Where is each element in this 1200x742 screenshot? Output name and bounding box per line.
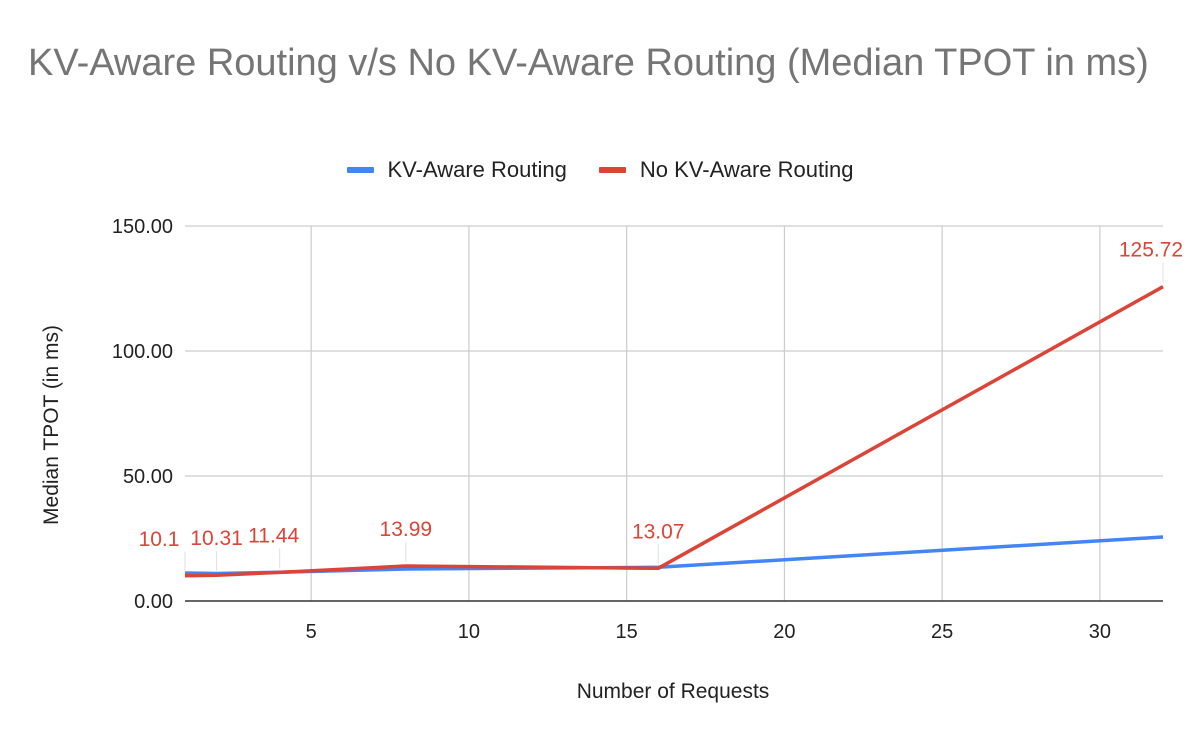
gridlines xyxy=(185,225,1163,602)
data-label: 10.1 xyxy=(139,528,180,551)
chart-title: KV-Aware Routing v/s No KV-Aware Routing… xyxy=(28,42,1149,84)
legend-label-no-kv-aware: No KV-Aware Routing xyxy=(639,157,854,182)
y-tick-label: 50.00 xyxy=(123,466,173,488)
x-tick-label: 25 xyxy=(931,621,953,643)
legend-item-no-kv-aware[interactable]: No KV-Aware Routing xyxy=(598,157,854,183)
legend-item-kv-aware[interactable]: KV-Aware Routing xyxy=(346,157,567,183)
legend-swatch-no-kv-aware xyxy=(598,167,626,173)
x-tick-label: 10 xyxy=(458,621,480,643)
legend-swatch-kv-aware xyxy=(346,167,374,173)
y-tick-labels: 0.00 50.00 100.00 150.00 xyxy=(112,216,173,613)
x-tick-label: 5 xyxy=(306,621,317,643)
series-lines xyxy=(184,285,1164,578)
y-tick-label: 100.00 xyxy=(112,341,173,363)
legend: KV-Aware Routing No KV-Aware Routing xyxy=(0,157,1200,183)
data-label: 13.99 xyxy=(380,518,433,541)
x-tick-label: 20 xyxy=(773,621,795,643)
y-tick-label: 0.00 xyxy=(134,591,173,613)
data-label: 11.44 xyxy=(248,524,299,547)
x-tick-labels: 5 10 15 20 25 30 xyxy=(306,621,1111,643)
data-label: 10.31 xyxy=(190,527,243,550)
y-tick-label: 150.00 xyxy=(112,216,173,238)
data-label: 125.72 xyxy=(1119,239,1183,262)
series-line-no-kv-aware xyxy=(184,285,1164,578)
data-labels: 10.1 10.31 11.44 13.99 13.07 125.72 xyxy=(139,239,1183,572)
y-axis-title: Median TPOT (in ms) xyxy=(40,325,63,525)
x-axis-title: Number of Requests xyxy=(577,680,770,703)
x-tick-label: 15 xyxy=(616,621,638,643)
x-tick-label: 30 xyxy=(1089,621,1111,643)
data-label: 13.07 xyxy=(632,520,685,543)
legend-label-kv-aware: KV-Aware Routing xyxy=(387,157,567,182)
